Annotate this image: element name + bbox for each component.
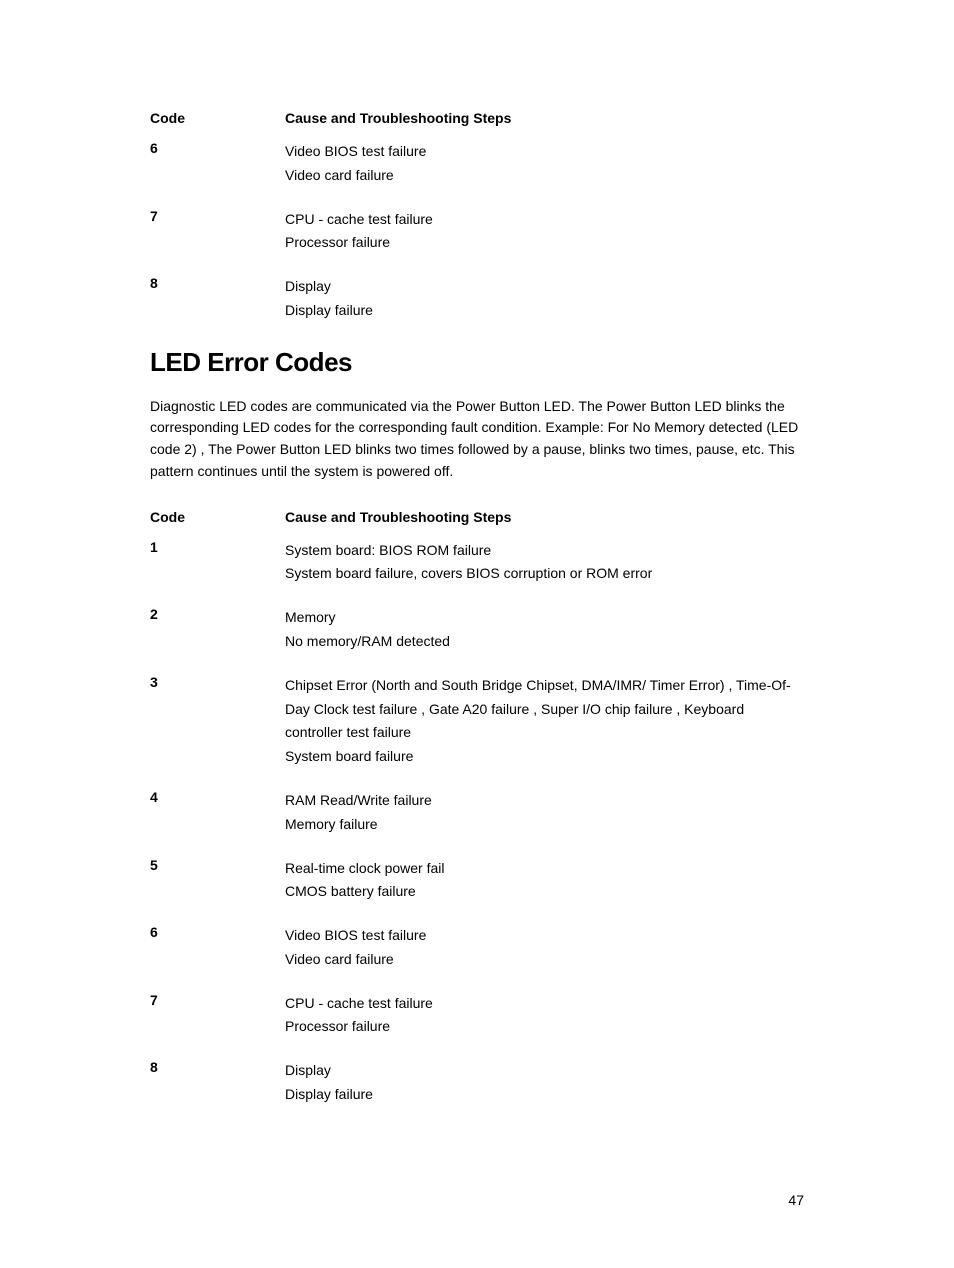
code-cell: 7: [150, 992, 285, 1040]
cause-cell: Real-time clock power fail CMOS battery …: [285, 857, 804, 905]
cause-line: RAM Read/Write failure: [285, 789, 804, 813]
section-heading: LED Error Codes: [150, 347, 804, 378]
led-codes-table: Code Cause and Troubleshooting Steps 1 S…: [150, 509, 804, 1107]
code-cell: 3: [150, 674, 285, 769]
cause-line: System board failure, covers BIOS corrup…: [285, 562, 804, 586]
code-cell: 2: [150, 606, 285, 654]
cause-cell: Video BIOS test failure Video card failu…: [285, 140, 804, 188]
table-row: 5 Real-time clock power fail CMOS batter…: [150, 857, 804, 905]
cause-cell: Chipset Error (North and South Bridge Ch…: [285, 674, 804, 769]
table-row: 2 Memory No memory/RAM detected: [150, 606, 804, 654]
header-code: Code: [150, 509, 285, 525]
code-cell: 7: [150, 208, 285, 256]
table-row: 8 Display Display failure: [150, 275, 804, 323]
cause-line: CPU - cache test failure: [285, 992, 804, 1016]
cause-line: Video BIOS test failure: [285, 924, 804, 948]
cause-line: No memory/RAM detected: [285, 630, 804, 654]
page-number: 47: [788, 1192, 804, 1208]
table-row: 6 Video BIOS test failure Video card fai…: [150, 924, 804, 972]
cause-cell: CPU - cache test failure Processor failu…: [285, 208, 804, 256]
code-cell: 8: [150, 1059, 285, 1107]
cause-cell: Memory No memory/RAM detected: [285, 606, 804, 654]
table-row: 1 System board: BIOS ROM failure System …: [150, 539, 804, 587]
cause-cell: System board: BIOS ROM failure System bo…: [285, 539, 804, 587]
code-cell: 6: [150, 924, 285, 972]
code-cell: 1: [150, 539, 285, 587]
cause-line: Display: [285, 275, 804, 299]
cause-line: Memory: [285, 606, 804, 630]
cause-line: Processor failure: [285, 1015, 804, 1039]
cause-cell: RAM Read/Write failure Memory failure: [285, 789, 804, 837]
table-row: 3 Chipset Error (North and South Bridge …: [150, 674, 804, 769]
cause-line: Memory failure: [285, 813, 804, 837]
table-header-row: Code Cause and Troubleshooting Steps: [150, 509, 804, 525]
code-cell: 5: [150, 857, 285, 905]
cause-line: Processor failure: [285, 231, 804, 255]
cause-line: Video card failure: [285, 164, 804, 188]
cause-line: Display: [285, 1059, 804, 1083]
code-cell: 8: [150, 275, 285, 323]
cause-cell: Display Display failure: [285, 275, 804, 323]
intro-paragraph: Diagnostic LED codes are communicated vi…: [150, 396, 804, 483]
cause-line: CPU - cache test failure: [285, 208, 804, 232]
cause-line: System board: BIOS ROM failure: [285, 539, 804, 563]
cause-cell: CPU - cache test failure Processor failu…: [285, 992, 804, 1040]
header-code: Code: [150, 110, 285, 126]
table-row: 4 RAM Read/Write failure Memory failure: [150, 789, 804, 837]
table-row: 6 Video BIOS test failure Video card fai…: [150, 140, 804, 188]
cause-line: Display failure: [285, 1083, 804, 1107]
cause-cell: Video BIOS test failure Video card failu…: [285, 924, 804, 972]
top-table: Code Cause and Troubleshooting Steps 6 V…: [150, 110, 804, 323]
header-cause: Cause and Troubleshooting Steps: [285, 110, 804, 126]
cause-line: CMOS battery failure: [285, 880, 804, 904]
table-row: 7 CPU - cache test failure Processor fai…: [150, 992, 804, 1040]
cause-line: System board failure: [285, 745, 804, 769]
table-row: 8 Display Display failure: [150, 1059, 804, 1107]
table-row: 7 CPU - cache test failure Processor fai…: [150, 208, 804, 256]
code-cell: 6: [150, 140, 285, 188]
cause-line: Display failure: [285, 299, 804, 323]
cause-line: Chipset Error (North and South Bridge Ch…: [285, 674, 804, 745]
cause-line: Real-time clock power fail: [285, 857, 804, 881]
cause-line: Video BIOS test failure: [285, 140, 804, 164]
cause-line: Video card failure: [285, 948, 804, 972]
header-cause: Cause and Troubleshooting Steps: [285, 509, 804, 525]
cause-cell: Display Display failure: [285, 1059, 804, 1107]
table-header-row: Code Cause and Troubleshooting Steps: [150, 110, 804, 126]
code-cell: 4: [150, 789, 285, 837]
